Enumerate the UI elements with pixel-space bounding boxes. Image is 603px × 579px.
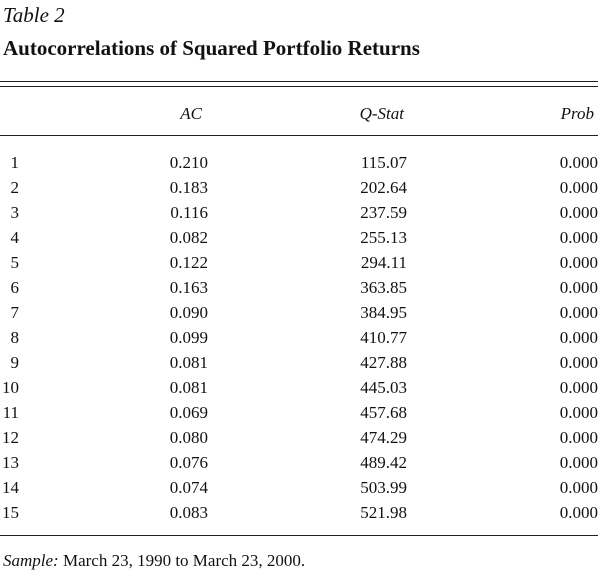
lag-cell: 11 (2, 403, 19, 422)
footnote: Sample: March 23, 1990 to March 23, 2000… (3, 549, 305, 573)
qstat-cell: 489.42 (360, 453, 407, 472)
bottom-rule (0, 535, 598, 536)
footnote-label: Sample: (3, 551, 59, 570)
qstat-cell: 521.98 (360, 503, 407, 522)
ac-cell: 0.074 (169, 478, 208, 497)
table-row: 1 0.210 115.07 0.000 (0, 150, 600, 175)
prob-cell: 0.000 (559, 428, 598, 447)
qstat-cell: 363.85 (360, 278, 407, 297)
table-row: 5 0.122 294.11 0.000 (0, 250, 600, 275)
lag-cell: 5 (10, 253, 20, 272)
header-qstat: Q-Stat (359, 104, 404, 123)
lag-cell: 13 (2, 453, 19, 472)
ac-cell: 0.083 (169, 503, 208, 522)
lag-cell: 15 (2, 503, 19, 522)
prob-cell: 0.000 (559, 328, 598, 347)
lag-cell: 2 (10, 178, 20, 197)
ac-cell: 0.116 (170, 203, 208, 222)
prob-cell: 0.000 (559, 153, 598, 172)
ac-cell: 0.099 (169, 328, 208, 347)
qstat-cell: 457.68 (360, 403, 407, 422)
table-row: 14 0.074 503.99 0.000 (0, 475, 600, 500)
header-ac: AC (180, 104, 202, 123)
prob-cell: 0.000 (559, 353, 598, 372)
lag-cell: 7 (10, 303, 20, 322)
table-row: 8 0.099 410.77 0.000 (0, 325, 600, 350)
qstat-cell: 202.64 (360, 178, 407, 197)
table-row: 13 0.076 489.42 0.000 (0, 450, 600, 475)
header-prob: Prob (560, 104, 594, 123)
table-row: 3 0.116 237.59 0.000 (0, 200, 600, 225)
qstat-cell: 410.77 (360, 328, 407, 347)
table-row: 2 0.183 202.64 0.000 (0, 175, 600, 200)
qstat-cell: 115.07 (360, 153, 407, 172)
ac-cell: 0.090 (169, 303, 208, 322)
table-row: 9 0.081 427.88 0.000 (0, 350, 600, 375)
qstat-cell: 503.99 (360, 478, 407, 497)
table-row: 6 0.163 363.85 0.000 (0, 275, 600, 300)
prob-cell: 0.000 (559, 503, 598, 522)
top-rule-second (0, 86, 598, 87)
table-title: Autocorrelations of Squared Portfolio Re… (3, 36, 420, 60)
ac-cell: 0.163 (169, 278, 208, 297)
prob-cell: 0.000 (559, 378, 598, 397)
table-row: 15 0.083 521.98 0.000 (0, 500, 600, 525)
prob-cell: 0.000 (559, 453, 598, 472)
prob-cell: 0.000 (559, 178, 598, 197)
ac-cell: 0.081 (169, 378, 208, 397)
prob-cell: 0.000 (559, 478, 598, 497)
ac-cell: 0.082 (169, 228, 208, 247)
table-row: 11 0.069 457.68 0.000 (0, 400, 600, 425)
lag-cell: 10 (2, 378, 19, 397)
qstat-cell: 445.03 (360, 378, 407, 397)
ac-cell: 0.210 (169, 153, 208, 172)
lag-cell: 9 (10, 353, 20, 372)
table-row: 4 0.082 255.13 0.000 (0, 225, 600, 250)
lag-cell: 3 (10, 203, 20, 222)
ac-cell: 0.080 (169, 428, 208, 447)
table-label: Table 2 (3, 3, 65, 27)
lag-cell: 8 (10, 328, 20, 347)
ac-cell: 0.122 (169, 253, 208, 272)
lag-cell: 12 (2, 428, 19, 447)
qstat-cell: 294.11 (360, 253, 407, 272)
table-row: 12 0.080 474.29 0.000 (0, 425, 600, 450)
ac-cell: 0.076 (169, 453, 208, 472)
prob-cell: 0.000 (559, 303, 598, 322)
header-rule (0, 135, 598, 136)
prob-cell: 0.000 (559, 403, 598, 422)
lag-cell: 4 (10, 228, 20, 247)
prob-cell: 0.000 (559, 253, 598, 272)
qstat-cell: 237.59 (360, 203, 407, 222)
table-row: 10 0.081 445.03 0.000 (0, 375, 600, 400)
ac-cell: 0.081 (169, 353, 208, 372)
footnote-text: March 23, 1990 to March 23, 2000. (58, 551, 306, 570)
ac-cell: 0.069 (169, 403, 208, 422)
table-body: 1 0.210 115.07 0.000 2 0.183 202.64 0.000 3 0.116… (0, 150, 600, 525)
table-row: 7 0.090 384.95 0.000 (0, 300, 600, 325)
qstat-cell: 384.95 (360, 303, 407, 322)
qstat-cell: 255.13 (360, 228, 407, 247)
lag-cell: 6 (10, 278, 20, 297)
lag-cell: 1 (10, 153, 20, 172)
lag-cell: 14 (2, 478, 19, 497)
prob-cell: 0.000 (559, 278, 598, 297)
qstat-cell: 427.88 (360, 353, 407, 372)
qstat-cell: 474.29 (360, 428, 407, 447)
prob-cell: 0.000 (559, 203, 598, 222)
prob-cell: 0.000 (559, 228, 598, 247)
header-row: AC Q-Stat Prob (0, 101, 600, 127)
top-rule (0, 81, 598, 82)
ac-cell: 0.183 (169, 178, 208, 197)
